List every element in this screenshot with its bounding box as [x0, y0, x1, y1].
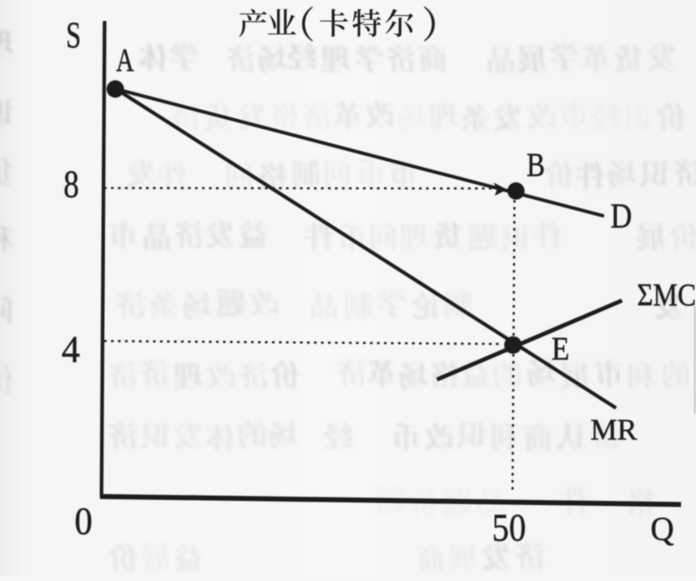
svg-text:D: D [611, 197, 633, 236]
svg-text:E: E [552, 332, 570, 368]
svg-text:ΣMC: ΣMC [637, 277, 696, 313]
svg-text:0: 0 [75, 500, 93, 543]
svg-text:MR: MR [591, 414, 638, 447]
svg-text:8: 8 [64, 163, 80, 206]
svg-text:50: 50 [492, 507, 526, 550]
svg-text:B: B [527, 147, 546, 184]
svg-text:Q: Q [651, 511, 675, 548]
svg-text:S: S [66, 16, 81, 57]
svg-text:A: A [116, 43, 134, 79]
svg-text:4: 4 [62, 329, 81, 371]
